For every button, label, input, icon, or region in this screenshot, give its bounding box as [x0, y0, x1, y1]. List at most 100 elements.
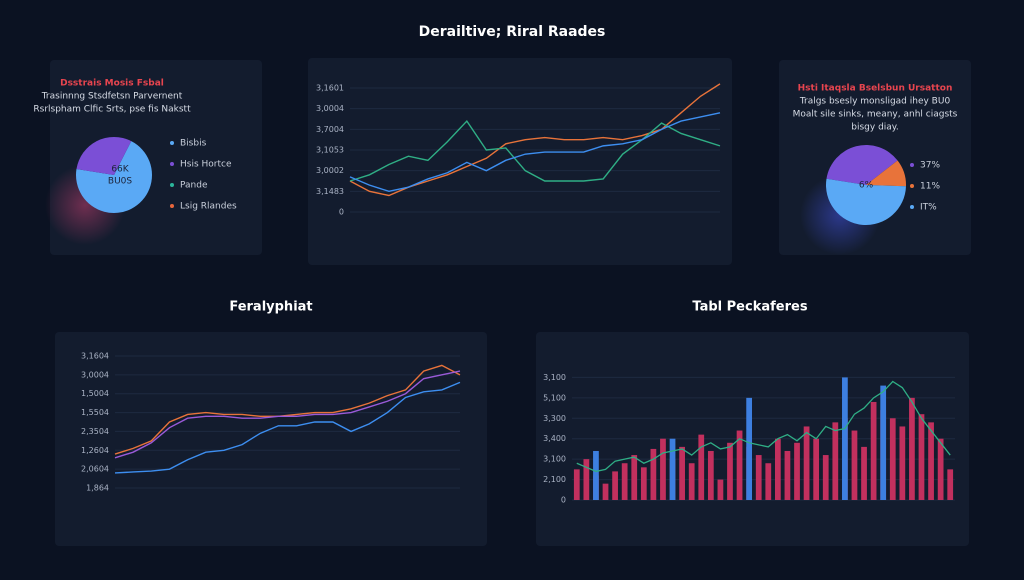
line-series: [349, 119, 721, 182]
bar: [870, 401, 877, 500]
bar: [650, 448, 657, 500]
bar: [669, 438, 676, 500]
panel: [55, 332, 487, 546]
bar: [660, 438, 666, 500]
bar: [947, 469, 954, 500]
legend-dot: [170, 183, 174, 187]
y-tick-label: 5,100: [543, 393, 566, 402]
bar: [851, 430, 858, 500]
pie-slice: [826, 145, 898, 185]
line-series: [349, 112, 721, 193]
bar: [822, 455, 829, 500]
bar: [688, 463, 695, 500]
bar: [784, 450, 791, 500]
y-tick-label: 2,100: [543, 475, 566, 484]
y-tick-label: 1,5504: [81, 408, 109, 417]
y-tick-label: 1,2604: [81, 446, 109, 455]
y-tick-label: 3,0002: [316, 166, 344, 175]
bar: [842, 377, 848, 500]
y-tick-label: 3,0004: [316, 104, 344, 113]
legend-label: Bisbis: [180, 139, 207, 149]
bar: [727, 442, 733, 500]
pie-slice: [826, 178, 906, 226]
center-label: 6%: [859, 181, 874, 191]
bar: [707, 450, 714, 500]
legend-dot: [910, 184, 914, 188]
legend-label: Lsig Rlandes: [180, 202, 237, 212]
bar: [573, 469, 580, 500]
bar: [593, 450, 599, 500]
pie-subtitle: Moalt sile sinks, meany, anhl ciagsts: [793, 110, 958, 120]
legend-dot: [910, 205, 914, 209]
bar: [774, 438, 781, 500]
pie-subtitle: Rsrlspham Clfic Srts, pse fis Nakstt: [33, 105, 191, 115]
pie-subtitle: Trasinnng Stsdfetsn Parvernent: [41, 92, 183, 102]
legend-label: Hsis Hortce: [180, 160, 232, 170]
bar: [861, 446, 867, 500]
bar: [889, 418, 896, 500]
legend-label: 37%: [920, 161, 940, 171]
bar: [746, 397, 753, 500]
bar: [698, 434, 705, 500]
bar: [813, 438, 820, 500]
bar: [717, 479, 724, 500]
bar: [612, 471, 618, 500]
line-series: [114, 370, 461, 459]
bar: [937, 438, 944, 500]
panel: [308, 58, 732, 265]
y-tick-label: 3,1604: [81, 352, 109, 361]
center-label: BU0S: [108, 177, 132, 187]
legend-label: 11%: [920, 182, 940, 192]
y-tick-label: 3,7004: [316, 125, 344, 134]
bar: [880, 385, 887, 500]
chart-title: Feralyphiat: [229, 300, 312, 315]
y-tick-label: 3,400: [543, 434, 566, 443]
legend-label: Pande: [180, 181, 208, 191]
y-tick-label: 3,100: [543, 373, 566, 382]
page-title: Derailtive; Riral Raades: [419, 24, 606, 40]
bar: [640, 467, 647, 500]
y-tick-label: 2,3504: [81, 427, 109, 436]
pie-subtitle: Tralgs bsesly monsligad ihey BU0: [799, 97, 951, 107]
bar: [918, 414, 925, 500]
bar: [803, 426, 810, 500]
legend-dot: [170, 162, 174, 166]
pie-slice: [866, 160, 906, 187]
line-series: [114, 364, 461, 455]
line-series: [576, 380, 951, 473]
pie-slice: [76, 141, 153, 214]
y-tick-label: 0: [339, 208, 344, 217]
y-tick-label: 3,1601: [316, 84, 344, 93]
bar: [621, 463, 628, 500]
bar: [765, 463, 772, 500]
legend-label: IT%: [920, 203, 937, 213]
legend-dot: [910, 163, 914, 167]
bar: [679, 446, 685, 500]
bar: [583, 459, 590, 500]
line-series: [114, 381, 461, 474]
center-label: 66K: [111, 165, 129, 175]
bar: [602, 483, 609, 500]
bar: [755, 455, 762, 500]
pie-title: Dsstrais Mosis Fsbal: [60, 79, 164, 89]
pie-subtitle: bisgy diay.: [851, 123, 898, 133]
bar: [832, 422, 839, 500]
chart-title: Tabl Peckaferes: [692, 300, 807, 315]
y-tick-label: 3,100: [543, 455, 566, 464]
bar: [736, 430, 743, 500]
pie-title: Hsti Itaqsla Bselsbun Ursatton: [798, 84, 953, 94]
y-tick-label: 2,0604: [81, 465, 109, 474]
bar: [909, 397, 915, 500]
y-tick-label: 1,5004: [81, 389, 109, 398]
bar: [928, 422, 934, 500]
bar: [899, 426, 906, 500]
y-tick-label: 1,864: [86, 484, 109, 493]
y-tick-label: 0: [561, 496, 566, 505]
y-tick-label: 3,300: [543, 414, 566, 423]
y-tick-label: 3,1483: [316, 187, 344, 196]
legend-dot: [170, 141, 174, 145]
y-tick-label: 3,0004: [81, 370, 109, 379]
legend-dot: [170, 204, 174, 208]
bar: [794, 442, 800, 500]
